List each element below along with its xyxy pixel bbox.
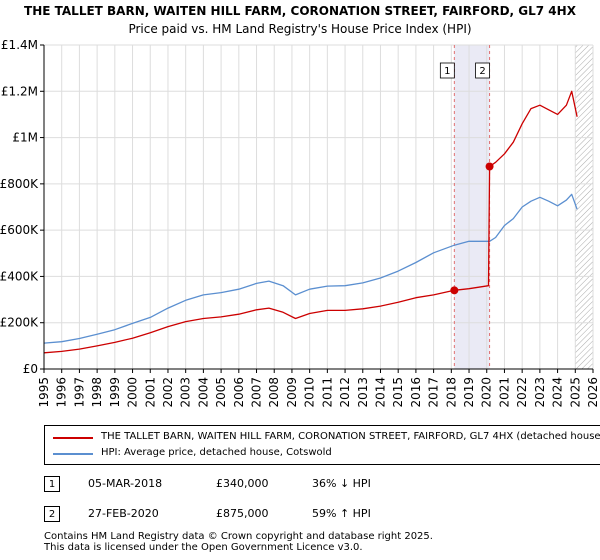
y-tick-label: £600K — [0, 223, 39, 237]
x-tick-label: 2026 — [586, 377, 600, 408]
x-tick-label: 2018 — [444, 377, 458, 408]
footer: Contains HM Land Registry data © Crown c… — [44, 531, 433, 553]
x-tick-label: 2000 — [126, 377, 140, 408]
x-tick-label: 2022 — [515, 377, 529, 408]
x-tick-label: 2015 — [391, 377, 405, 408]
x-tick-label: 2024 — [551, 377, 565, 408]
x-tick-label: 2002 — [161, 377, 175, 408]
x-tick-label: 2016 — [409, 377, 423, 408]
x-tick-label: 2001 — [143, 377, 157, 408]
legend-swatch-property — [53, 437, 93, 439]
y-tick-label: £1.2M — [1, 84, 38, 98]
x-tick-label: 2023 — [533, 377, 547, 408]
x-tick-label: 2021 — [497, 377, 511, 408]
sale-date: 05-MAR-2018 — [88, 477, 163, 490]
legend-swatch-hpi — [53, 453, 93, 455]
x-tick-label: 2017 — [427, 377, 441, 408]
x-tick-label: 2019 — [462, 377, 476, 408]
x-tick-label: 2006 — [232, 377, 246, 408]
footer-line-licence: This data is licensed under the Open Gov… — [44, 542, 363, 553]
sale-point — [485, 162, 494, 171]
x-tick-label: 1999 — [108, 377, 122, 408]
sale-date: 27-FEB-2020 — [88, 507, 159, 520]
legend: THE TALLET BARN, WAITEN HILL FARM, CORON… — [44, 425, 600, 465]
series-line-hpi — [43, 193, 578, 344]
x-tick-label: 1995 — [37, 377, 51, 408]
x-tick-label: 1996 — [55, 377, 69, 408]
annotation-label: 1 — [444, 66, 450, 77]
x-tick-label: 2020 — [480, 377, 494, 408]
x-tick-label: 2010 — [303, 377, 317, 408]
sale-price: £875,000 — [216, 507, 269, 520]
x-tick-label: 1998 — [90, 377, 104, 408]
y-tick-label: £0 — [23, 362, 38, 376]
x-tick-label: 2007 — [250, 377, 264, 408]
x-tick-label: 2008 — [267, 377, 281, 408]
y-tick-label: £200K — [0, 316, 39, 330]
x-tick-label: 2004 — [196, 377, 210, 408]
x-tick-label: 2014 — [373, 377, 387, 408]
x-tick-label: 2009 — [285, 377, 299, 408]
forecast-hatch — [575, 45, 593, 369]
x-tick-label: 2013 — [356, 377, 370, 408]
y-tick-label: £800K — [0, 177, 39, 191]
sale-hpi-change: 36% ↓ HPI — [312, 477, 371, 490]
chart-subtitle: Price paid vs. HM Land Registry's House … — [128, 22, 472, 36]
x-tick-label: 2012 — [338, 377, 352, 408]
price-chart: 1 2 £0 £200K £400K £600K £800K £1M £1.2M £1.4M 199… — [0, 38, 600, 408]
sale-point — [450, 286, 459, 295]
y-tick-label: £400K — [0, 269, 39, 283]
series-line-property — [43, 90, 578, 354]
sale-badge: 1 — [44, 476, 60, 492]
y-tick-label: £1.4M — [1, 38, 38, 52]
x-tick-label: 2025 — [568, 377, 582, 408]
x-tick-label: 2011 — [320, 377, 334, 408]
annotation-box — [439, 62, 455, 79]
annotation-label: 2 — [479, 66, 485, 77]
sale-period-shade — [454, 45, 490, 369]
footer-line-copyright: Contains HM Land Registry data © Crown c… — [44, 531, 433, 542]
sale-badge: 2 — [44, 506, 60, 522]
x-tick-label: 2003 — [179, 377, 193, 408]
sale-hpi-change: 59% ↑ HPI — [312, 507, 371, 520]
sale-price: £340,000 — [216, 477, 269, 490]
y-tick-label: £1M — [12, 131, 38, 145]
plot-area — [44, 45, 593, 369]
legend-label-property: THE TALLET BARN, WAITEN HILL FARM, CORON… — [101, 431, 600, 442]
chart-title: THE TALLET BARN, WAITEN HILL FARM, CORON… — [24, 4, 576, 18]
x-tick-label: 1997 — [72, 377, 86, 408]
legend-label-hpi: HPI: Average price, detached house, Cots… — [101, 447, 332, 458]
x-tick-label: 2005 — [214, 377, 228, 408]
annotation-box — [475, 62, 490, 79]
